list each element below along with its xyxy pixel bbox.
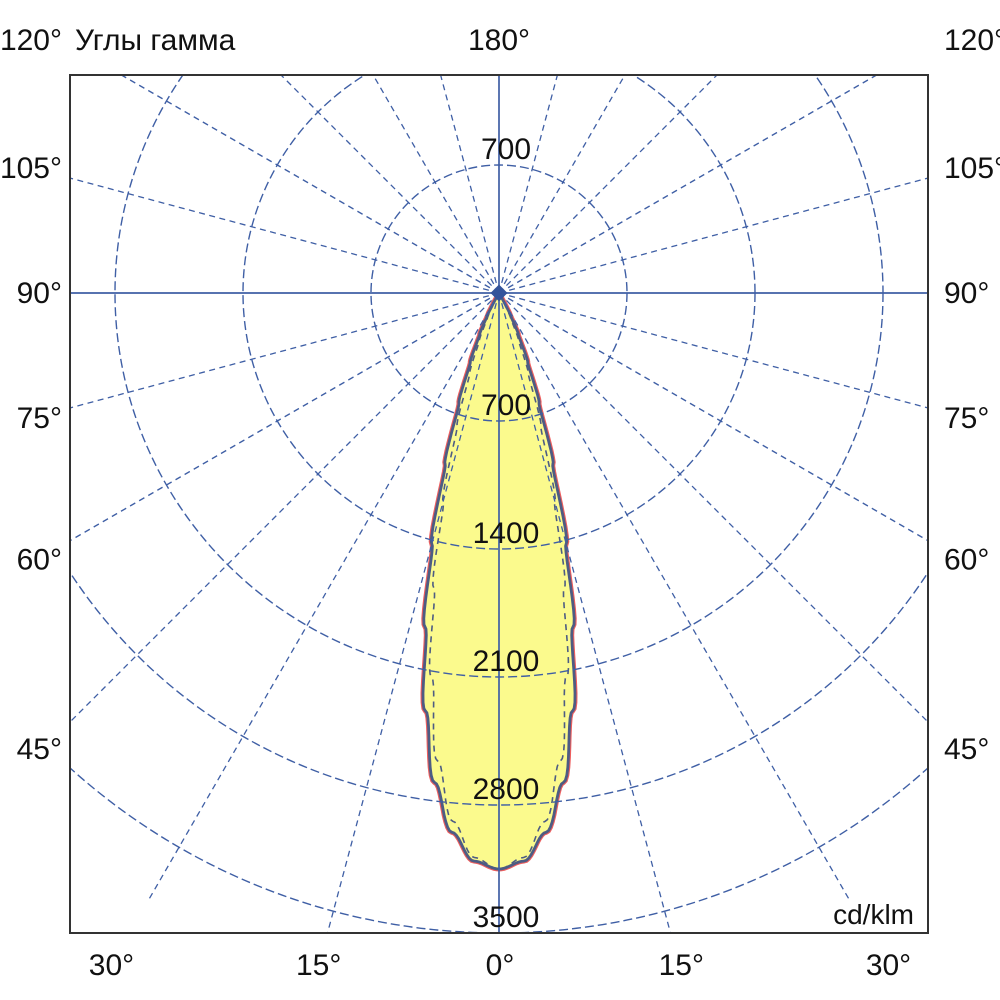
angle-ray bbox=[70, 292, 500, 723]
axis-labels-group: 120° 105° 90° 75° 60° 45° 120° 105° 90° 75° 60° 45°… bbox=[0, 24, 1000, 982]
ring-value-label: 2800 bbox=[473, 773, 540, 806]
unit-label: cd/klm bbox=[833, 899, 914, 930]
angle-ray bbox=[498, 292, 672, 933]
ring-value-label: 3500 bbox=[473, 901, 540, 934]
gamma-label-right: 105° bbox=[944, 152, 1000, 185]
angle-ray bbox=[498, 292, 928, 542]
gamma-label-left: 90° bbox=[17, 277, 62, 310]
top-angle-label: 180° bbox=[468, 24, 530, 57]
gamma-label-left: 45° bbox=[17, 733, 62, 766]
angle-ray bbox=[498, 75, 559, 294]
angle-ray bbox=[70, 177, 500, 294]
gamma-label-bottom: 30° bbox=[866, 949, 911, 982]
angle-ray bbox=[498, 292, 928, 723]
angle-ray bbox=[439, 75, 500, 294]
gamma-label-bottom: 30° bbox=[89, 949, 134, 982]
angle-ray bbox=[498, 292, 928, 409]
gamma-label-bottom: 15° bbox=[659, 949, 704, 982]
angle-ray bbox=[70, 292, 500, 542]
gamma-label-bottom: 15° bbox=[296, 949, 341, 982]
plot-area: 700 1400 2100 2800 3500 700 bbox=[70, 75, 928, 934]
ring-value-label: 700 bbox=[481, 389, 531, 422]
gamma-label-right: 120° bbox=[944, 24, 1000, 57]
gamma-label-right: 60° bbox=[944, 544, 989, 577]
chart-title: Углы гамма bbox=[75, 24, 236, 57]
gamma-label-left: 120° bbox=[0, 24, 62, 57]
angle-ray bbox=[498, 75, 878, 294]
angle-ray bbox=[326, 292, 500, 933]
angle-ray bbox=[498, 292, 850, 900]
center-marker bbox=[490, 284, 508, 302]
gamma-label-bottom: 0° bbox=[486, 949, 515, 982]
gamma-label-right: 90° bbox=[944, 277, 989, 310]
plot-frame-group bbox=[69, 74, 929, 934]
gamma-label-left: 105° bbox=[0, 152, 62, 185]
gamma-label-right: 45° bbox=[944, 733, 989, 766]
angle-ray bbox=[498, 75, 626, 294]
gamma-label-left: 75° bbox=[17, 402, 62, 435]
ring-value-label: 2100 bbox=[473, 645, 540, 678]
angle-ray bbox=[70, 292, 500, 409]
ring-value-label: 1400 bbox=[473, 517, 540, 550]
angle-ray bbox=[280, 75, 500, 294]
angle-ray bbox=[148, 292, 500, 900]
angle-ray bbox=[498, 75, 718, 294]
ring-value-label-above: 700 bbox=[481, 133, 531, 166]
angle-ray bbox=[120, 75, 500, 294]
plot-border bbox=[69, 74, 929, 934]
gamma-label-right: 75° bbox=[944, 402, 989, 435]
gamma-label-left: 60° bbox=[17, 544, 62, 577]
angle-ray bbox=[372, 75, 500, 294]
angle-ray bbox=[498, 177, 928, 294]
